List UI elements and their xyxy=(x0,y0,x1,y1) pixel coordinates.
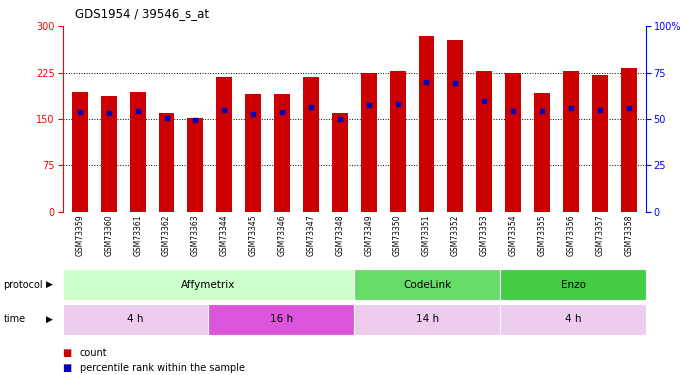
Text: GDS1954 / 39546_s_at: GDS1954 / 39546_s_at xyxy=(75,7,209,20)
Bar xyxy=(332,114,347,212)
Text: GSM73347: GSM73347 xyxy=(307,215,316,256)
Bar xyxy=(390,71,405,212)
Text: GSM73355: GSM73355 xyxy=(537,215,547,256)
Text: ▶: ▶ xyxy=(46,315,52,324)
Point xyxy=(479,98,490,104)
Text: percentile rank within the sample: percentile rank within the sample xyxy=(80,363,245,373)
Text: CodeLink: CodeLink xyxy=(403,280,452,290)
Text: GSM73360: GSM73360 xyxy=(104,215,114,256)
Point xyxy=(450,80,461,86)
Text: 16 h: 16 h xyxy=(270,314,293,324)
Bar xyxy=(563,71,579,212)
Bar xyxy=(245,94,261,212)
Text: GSM73352: GSM73352 xyxy=(451,215,460,256)
Point xyxy=(392,101,403,107)
Point xyxy=(363,102,374,108)
Point xyxy=(566,105,577,111)
Text: GSM73354: GSM73354 xyxy=(509,215,517,256)
Point xyxy=(248,111,258,117)
Bar xyxy=(419,36,435,212)
Text: protocol: protocol xyxy=(3,280,43,290)
Bar xyxy=(505,73,521,212)
Point xyxy=(594,107,605,113)
Bar xyxy=(354,269,500,300)
Bar xyxy=(216,77,233,212)
Text: GSM73348: GSM73348 xyxy=(335,215,344,256)
Bar xyxy=(500,269,646,300)
Text: GSM73353: GSM73353 xyxy=(480,215,489,256)
Bar xyxy=(592,75,608,212)
Bar xyxy=(101,96,117,212)
Text: ■: ■ xyxy=(63,348,72,358)
Text: time: time xyxy=(3,314,26,324)
Point xyxy=(537,108,547,114)
Point xyxy=(103,110,114,116)
Text: GSM73362: GSM73362 xyxy=(162,215,171,256)
Text: Enzo: Enzo xyxy=(560,280,585,290)
Text: Affymetrix: Affymetrix xyxy=(182,280,235,290)
Point xyxy=(277,109,288,115)
Bar xyxy=(274,94,290,212)
Bar xyxy=(303,77,319,212)
Text: GSM73349: GSM73349 xyxy=(364,215,373,256)
Text: ■: ■ xyxy=(63,363,72,373)
Text: GSM73361: GSM73361 xyxy=(133,215,142,256)
Text: GSM73358: GSM73358 xyxy=(624,215,633,256)
Bar xyxy=(354,304,500,334)
Bar xyxy=(534,93,550,212)
Bar xyxy=(208,304,354,334)
Text: GSM73356: GSM73356 xyxy=(566,215,575,256)
Bar xyxy=(500,304,646,334)
Text: ▶: ▶ xyxy=(46,280,52,289)
Text: GSM73350: GSM73350 xyxy=(393,215,402,256)
Text: GSM73351: GSM73351 xyxy=(422,215,431,256)
Bar xyxy=(158,113,175,212)
Point xyxy=(335,116,345,122)
Point xyxy=(132,108,143,114)
Point xyxy=(305,104,316,110)
Text: GSM73357: GSM73357 xyxy=(595,215,605,256)
Text: 14 h: 14 h xyxy=(415,314,439,324)
Bar xyxy=(447,40,463,212)
Point xyxy=(508,108,519,114)
Text: GSM73345: GSM73345 xyxy=(249,215,258,256)
Point xyxy=(74,109,85,115)
Bar xyxy=(72,93,88,212)
Bar xyxy=(130,93,146,212)
Text: GSM73346: GSM73346 xyxy=(277,215,286,256)
Text: GSM73359: GSM73359 xyxy=(75,215,84,256)
Bar xyxy=(188,118,203,212)
Bar xyxy=(361,73,377,212)
Bar xyxy=(63,269,354,300)
Point xyxy=(624,105,634,111)
Bar xyxy=(621,68,636,212)
Text: 4 h: 4 h xyxy=(127,314,143,324)
Point xyxy=(190,117,201,123)
Point xyxy=(219,107,230,113)
Text: GSM73363: GSM73363 xyxy=(191,215,200,256)
Point xyxy=(161,116,172,122)
Text: 4 h: 4 h xyxy=(565,314,581,324)
Bar xyxy=(476,71,492,212)
Text: GSM73344: GSM73344 xyxy=(220,215,228,256)
Bar xyxy=(63,304,208,334)
Point xyxy=(421,79,432,85)
Text: count: count xyxy=(80,348,107,358)
